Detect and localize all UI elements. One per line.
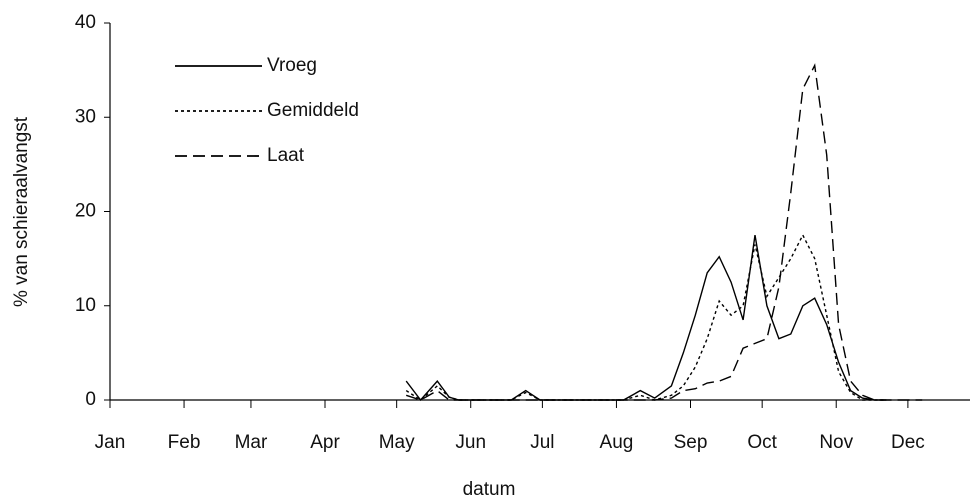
- series-line: [405, 233, 887, 401]
- y-tick-label: 10: [75, 295, 96, 316]
- x-tick-label: Dec: [891, 432, 925, 453]
- x-tick-label: Mar: [235, 432, 268, 453]
- series-line: [405, 234, 887, 402]
- x-tick-label: Jul: [530, 432, 554, 453]
- x-tick-label: Apr: [310, 432, 340, 453]
- legend-label: Laat: [267, 145, 305, 166]
- x-tick-label: Aug: [600, 432, 634, 453]
- series-line: [405, 63, 923, 401]
- x-tick-label: Feb: [168, 432, 201, 453]
- y-tick-label: 0: [85, 389, 96, 410]
- legend-label: Gemiddeld: [267, 100, 359, 121]
- y-tick-label: 40: [75, 12, 96, 33]
- y-axis-label: % van schieraalvangst: [11, 116, 32, 307]
- x-tick-label: Oct: [747, 432, 777, 453]
- x-tick-label: Sep: [674, 432, 708, 453]
- x-tick-label: Jun: [455, 432, 486, 453]
- x-tick-label: Jan: [95, 432, 126, 453]
- y-tick-label: 20: [75, 201, 96, 222]
- y-tick-label: 30: [75, 106, 96, 127]
- legend-label: Vroeg: [267, 55, 317, 76]
- x-axis-label: datum: [463, 479, 516, 500]
- x-tick-label: May: [379, 432, 415, 453]
- x-tick-label: Nov: [819, 432, 853, 453]
